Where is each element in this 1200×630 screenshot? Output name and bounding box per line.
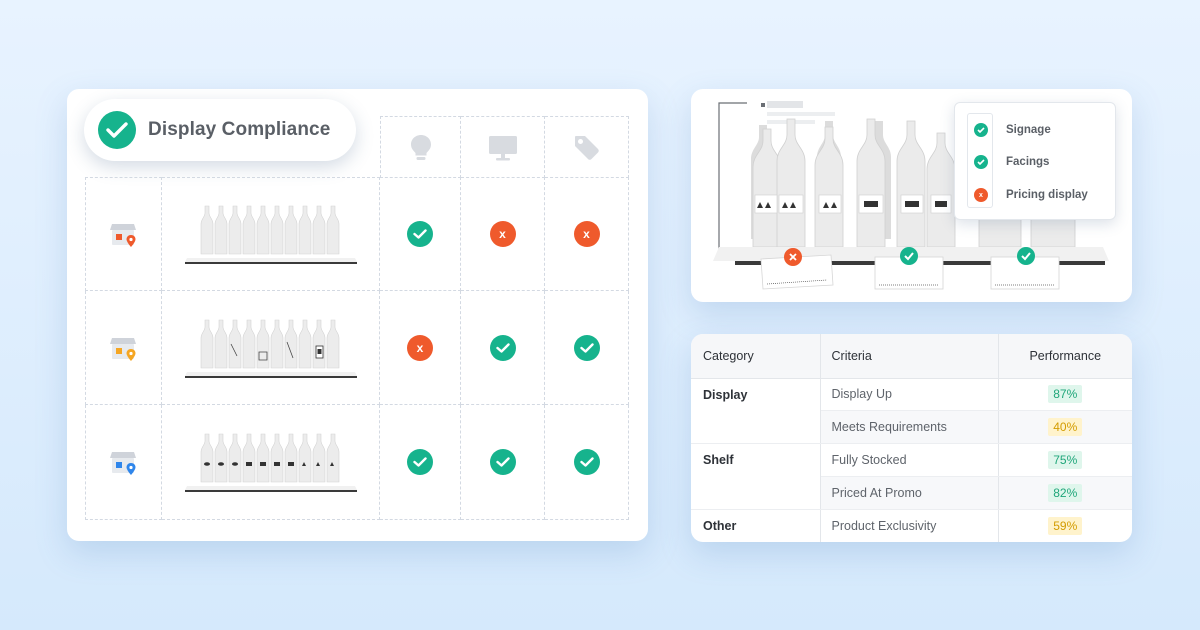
table-row: Priced At Promo 82% xyxy=(691,476,1132,510)
page-title: Display Compliance xyxy=(148,119,331,140)
title-badge: Display Compliance xyxy=(84,99,356,161)
store-cell xyxy=(85,405,162,520)
performance-cell: 59% xyxy=(998,509,1132,542)
performance-badge: 75% xyxy=(1048,450,1083,469)
performance-badge: 40% xyxy=(1048,418,1083,437)
category-cell: Other xyxy=(691,509,821,542)
pass-check-icon xyxy=(407,221,433,247)
legend-label: Signage xyxy=(1006,124,1051,136)
table-row: Other Product Exclusivity 59% xyxy=(691,509,1132,542)
status-cell xyxy=(461,405,545,520)
store-icon xyxy=(109,224,136,247)
column-header-criteria: Criteria xyxy=(820,334,999,379)
table-row: Meets Requirements 40% xyxy=(691,410,1132,445)
store-cell xyxy=(85,177,162,291)
pass-check-icon xyxy=(974,155,988,169)
legend-icon-column xyxy=(967,113,993,208)
column-header-performance: Performance xyxy=(998,334,1132,379)
status-cell xyxy=(461,291,545,405)
criteria-header-row xyxy=(380,116,629,178)
category-cell: Display xyxy=(691,378,821,445)
legend-label: Facings xyxy=(1006,156,1050,168)
criteria-cell: Priced At Promo xyxy=(820,476,999,510)
criteria-cell: Display Up xyxy=(820,378,999,412)
performance-badge: 82% xyxy=(1048,483,1083,502)
status-cell: x xyxy=(545,177,629,291)
status-cell xyxy=(380,177,461,291)
monitor-icon xyxy=(488,135,517,160)
shelf-image-cell xyxy=(162,177,380,291)
header-cell-pricing xyxy=(545,116,629,178)
pass-check-icon xyxy=(489,334,516,361)
fail-x-icon: x xyxy=(489,221,516,247)
display-compliance-card: Display Compliance xyxy=(67,89,648,541)
shelf-bottles-image xyxy=(184,433,357,492)
shelf-image-cell xyxy=(162,291,380,405)
table-header-row: Category Criteria Performance xyxy=(691,334,1132,379)
lightbulb-icon xyxy=(410,134,431,160)
performance-cell: 87% xyxy=(998,378,1132,412)
price-tag-icon xyxy=(574,135,599,160)
criteria-cell: Product Exclusivity xyxy=(820,509,999,542)
compliance-grid: x x xyxy=(85,177,629,520)
status-cell xyxy=(545,405,629,520)
status-cell: x xyxy=(461,177,545,291)
compliance-legend: Signage Facings x Pricing display xyxy=(954,102,1116,220)
check-circle-icon xyxy=(98,111,136,149)
legend-label: Pricing display xyxy=(1006,189,1088,201)
legend-item-facings: Facings xyxy=(974,150,1049,174)
status-cell xyxy=(545,291,629,405)
category-cell: Shelf xyxy=(691,443,821,510)
pass-check-icon xyxy=(573,334,600,361)
performance-badge: 59% xyxy=(1048,516,1083,535)
shelf-image-cell xyxy=(162,405,380,520)
criteria-cell: Meets Requirements xyxy=(820,410,999,445)
fail-x-icon: x xyxy=(573,221,600,247)
table-row: Shelf Fully Stocked 75% xyxy=(691,443,1132,510)
performance-cell: 82% xyxy=(998,476,1132,510)
fail-x-icon: x xyxy=(974,188,988,202)
status-cell: x xyxy=(380,291,461,405)
pass-check-icon xyxy=(573,449,600,475)
status-cell xyxy=(380,405,461,520)
shelf-photo-card: Signage Facings x Pricing display xyxy=(691,89,1132,302)
store-cell xyxy=(85,291,162,405)
column-header-category: Category xyxy=(691,334,821,379)
header-cell-lighting xyxy=(380,116,461,178)
table-row: Display Display Up 87% xyxy=(691,378,1132,445)
header-cell-display xyxy=(461,116,545,178)
legend-item-signage: Signage xyxy=(974,118,1051,142)
performance-table-card: Category Criteria Performance Display Di… xyxy=(691,334,1132,542)
store-icon xyxy=(109,337,136,361)
performance-badge: 87% xyxy=(1048,385,1083,404)
shelf-bottles-image xyxy=(184,205,357,264)
shelf-bottles-image xyxy=(184,319,357,378)
performance-cell: 40% xyxy=(998,410,1132,445)
store-icon xyxy=(109,452,136,475)
legend-item-pricing-display: x Pricing display xyxy=(974,183,1088,207)
pass-check-icon xyxy=(407,449,433,475)
pass-check-icon xyxy=(489,449,516,475)
performance-cell: 75% xyxy=(998,443,1132,477)
pass-check-icon xyxy=(974,123,988,137)
performance-table: Category Criteria Performance Display Di… xyxy=(691,334,1132,542)
criteria-cell: Fully Stocked xyxy=(820,443,999,477)
fail-x-icon: x xyxy=(407,334,433,361)
